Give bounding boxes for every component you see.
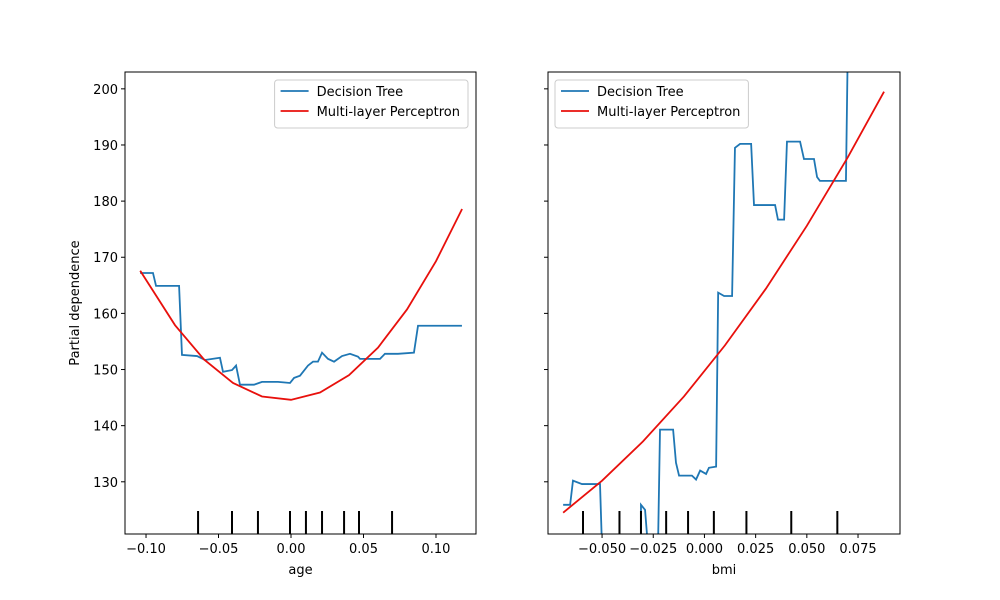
data-line	[563, 72, 849, 534]
y-axis-label: Partial dependence	[68, 240, 83, 365]
x-tick-label: −0.025	[629, 542, 677, 557]
legend: Decision Tree Multi-layer Perceptron	[274, 79, 469, 129]
legend-label: Decision Tree	[597, 85, 684, 100]
x-tick-label: 0.00	[277, 542, 306, 557]
axes-frame	[547, 71, 901, 535]
y-tick-label: 130	[93, 476, 118, 491]
x-tick-label: 0.000	[686, 542, 723, 557]
data-line	[139, 208, 463, 401]
x-axis-label: bmi	[712, 563, 737, 578]
x-tick-label: 0.025	[737, 542, 774, 557]
plot-area	[139, 208, 463, 534]
x-tick-label: 0.075	[839, 542, 876, 557]
y-tick-label: 180	[93, 195, 118, 210]
legend-label: Multi-layer Perceptron	[597, 105, 740, 120]
x-tick-label: −0.10	[126, 542, 166, 557]
x-tick-label: 0.050	[788, 542, 825, 557]
x-tick-label: −0.050	[578, 542, 626, 557]
x-tick-label: 0.05	[349, 542, 378, 557]
legend: Decision Tree Multi-layer Perceptron	[554, 79, 749, 129]
y-tick-label: 190	[93, 139, 118, 154]
y-tick-label: 150	[93, 364, 118, 379]
y-tick-label: 200	[93, 83, 118, 98]
legend-label: Multi-layer Perceptron	[317, 105, 460, 120]
legend-frame	[274, 79, 469, 129]
y-tick-label: 140	[93, 420, 118, 435]
x-axis-label: age	[288, 563, 312, 578]
data-line	[562, 91, 885, 514]
x-tick-label: 0.10	[422, 542, 451, 557]
plot-area	[562, 72, 885, 534]
y-tick-label: 160	[93, 307, 118, 322]
legend-frame	[554, 79, 749, 129]
y-tick-label: 170	[93, 251, 118, 266]
legend-label: Decision Tree	[317, 85, 404, 100]
axes-frame	[124, 71, 477, 535]
data-line	[140, 272, 462, 386]
x-tick-label: −0.05	[199, 542, 239, 557]
